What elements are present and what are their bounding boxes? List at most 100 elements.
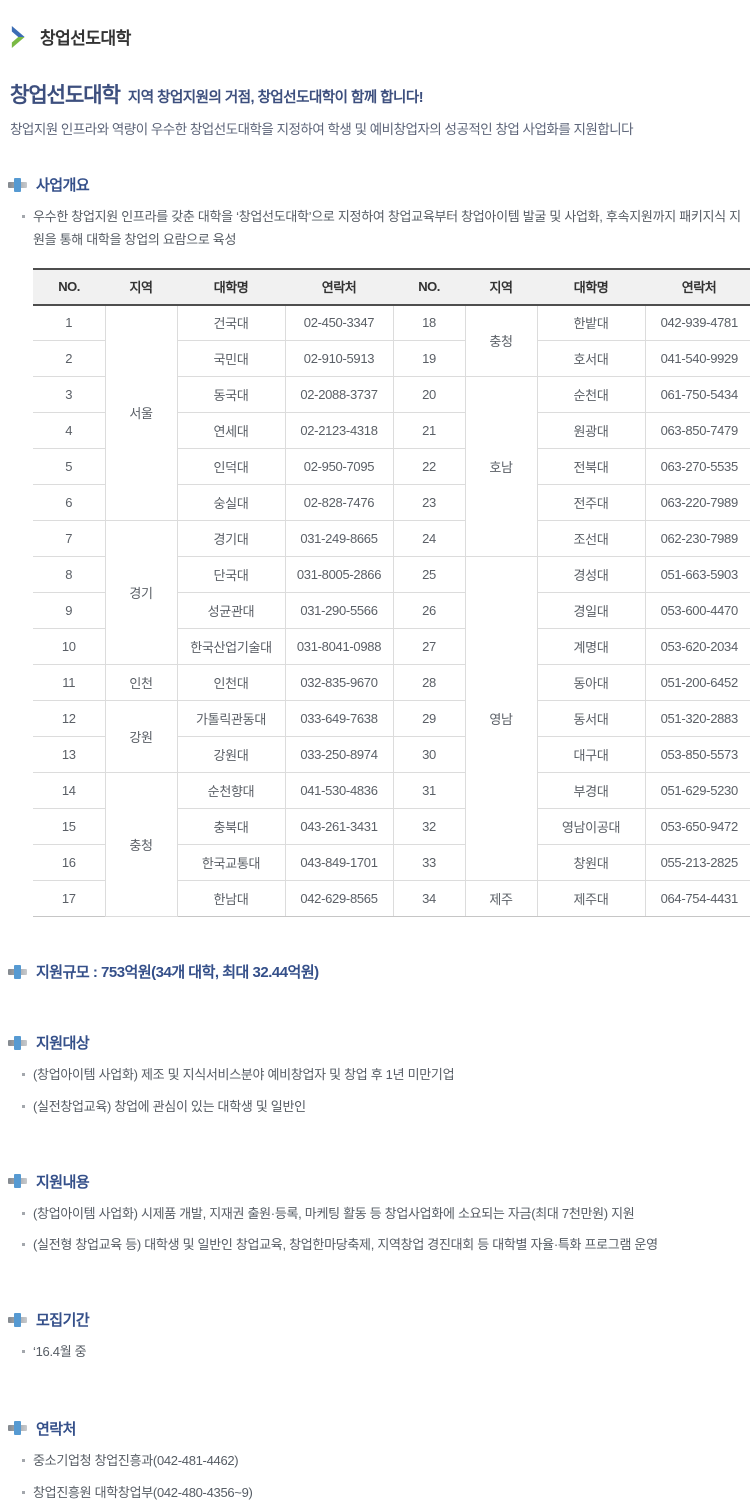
table-cell-region: 경기 [105,521,177,665]
table-header-cell: 지역 [105,269,177,305]
site-logo: 창업선도대학 [10,24,750,49]
content-bullet: (창업아이템 사업화) 시제품 개발, 지재권 출원·등록, 마케팅 활동 등 … [22,1203,742,1226]
table-cell-tel: 051-629-5230 [645,773,750,809]
table-cell-tel: 042-939-4781 [645,305,750,341]
target-bullet: (실전창업교육) 창업에 관심이 있는 대학생 및 일반인 [22,1096,742,1119]
section-title-contact: 연락처 [36,1418,76,1439]
table-cell-no: 5 [33,449,105,485]
table-cell-no: 9 [33,593,105,629]
table-cell-tel: 063-270-5535 [645,449,750,485]
table-cell-univ: 경일대 [537,593,645,629]
table-cell-tel: 051-320-2883 [645,701,750,737]
section-period: 모집기간 ‘16.4월 중 [8,1309,742,1364]
table-cell-tel: 063-220-7989 [645,485,750,521]
table-cell-no: 7 [33,521,105,557]
table-cell-tel: 053-620-2034 [645,629,750,665]
bullet-square-icon [22,1105,25,1108]
table-cell-no: 6 [33,485,105,521]
table-cell-tel: 02-450-3347 [285,305,393,341]
table-cell-no: 18 [393,305,465,341]
bullet-square-icon [22,1073,25,1076]
table-cell-region: 충청 [465,305,537,377]
table-cell-univ: 제주대 [537,881,645,917]
table-cell-univ: 한국교통대 [177,845,285,881]
plus-icon [8,1313,27,1327]
section-title-target: 지원대상 [36,1032,89,1053]
section-target: 지원대상 (창업아이템 사업화) 제조 및 지식서비스분야 예비창업자 및 창업… [8,1032,742,1119]
table-cell-no: 25 [393,557,465,593]
table-cell-no: 4 [33,413,105,449]
table-cell-univ: 국민대 [177,341,285,377]
table-cell-univ: 강원대 [177,737,285,773]
bullet-square-icon [22,215,25,218]
table-cell-tel: 051-200-6452 [645,665,750,701]
page-title: 창업선도대학 [10,79,120,109]
table-cell-tel: 031-290-5566 [285,593,393,629]
section-scale: 지원규모 : 753억원(34개 대학, 최대 32.44억원) [8,961,742,982]
page-tagline: 지역 창업지원의 거점, 창업선도대학이 함께 합니다! [128,86,423,107]
table-cell-univ: 경성대 [537,557,645,593]
contact-bullet-text: 중소기업청 창업진흥과(042-481-4462) [33,1450,238,1473]
table-cell-tel: 031-249-8665 [285,521,393,557]
table-cell-no: 16 [33,845,105,881]
arrow-chevron-logo-icon [10,25,32,49]
table-cell-no: 29 [393,701,465,737]
table-cell-no: 23 [393,485,465,521]
table-cell-tel: 051-663-5903 [645,557,750,593]
table-cell-no: 1 [33,305,105,341]
bullet-square-icon [22,1243,25,1246]
table-cell-no: 14 [33,773,105,809]
table-cell-univ: 계명대 [537,629,645,665]
plus-icon [8,178,27,192]
table-cell-tel: 063-850-7479 [645,413,750,449]
plus-icon [8,1174,27,1188]
contact-bullet: 중소기업청 창업진흥과(042-481-4462) [22,1450,742,1473]
section-title-content: 지원내용 [36,1171,89,1192]
target-bullet-text: (창업아이템 사업화) 제조 및 지식서비스분야 예비창업자 및 창업 후 1년… [33,1064,454,1087]
table-cell-tel: 033-250-8974 [285,737,393,773]
table-cell-univ: 인천대 [177,665,285,701]
table-cell-tel: 053-650-9472 [645,809,750,845]
section-title-overview: 사업개요 [36,174,89,195]
table-cell-no: 32 [393,809,465,845]
table-cell-tel: 031-8041-0988 [285,629,393,665]
plus-icon [8,965,27,979]
table-cell-tel: 033-649-7638 [285,701,393,737]
target-bullet: (창업아이템 사업화) 제조 및 지식서비스분야 예비창업자 및 창업 후 1년… [22,1064,742,1087]
table-cell-univ: 호서대 [537,341,645,377]
table-cell-no: 34 [393,881,465,917]
table-cell-univ: 전북대 [537,449,645,485]
table-cell-univ: 조선대 [537,521,645,557]
table-cell-univ: 한밭대 [537,305,645,341]
table-cell-univ: 경기대 [177,521,285,557]
table-cell-region: 서울 [105,305,177,521]
table-header-cell: 대학명 [177,269,285,305]
section-overview: 사업개요 우수한 창업지원 인프라를 갖춘 대학을 ‘창업선도대학’으로 지정하… [8,174,742,917]
contact-bullet-text: 창업진흥원 대학창업부(042-480-4356~9) [33,1482,253,1504]
table-cell-no: 30 [393,737,465,773]
table-cell-univ: 한남대 [177,881,285,917]
table-cell-tel: 062-230-7989 [645,521,750,557]
table-cell-univ: 단국대 [177,557,285,593]
table-cell-univ: 성균관대 [177,593,285,629]
section-title-scale: 지원규모 : 753억원(34개 대학, 최대 32.44억원) [36,961,319,982]
table-cell-tel: 02-828-7476 [285,485,393,521]
table-cell-no: 11 [33,665,105,701]
table-cell-no: 28 [393,665,465,701]
table-cell-no: 2 [33,341,105,377]
table-cell-tel: 043-849-1701 [285,845,393,881]
table-cell-univ: 한국산업기술대 [177,629,285,665]
table-cell-univ: 원광대 [537,413,645,449]
table-cell-tel: 042-629-8565 [285,881,393,917]
table-cell-tel: 041-540-9929 [645,341,750,377]
table-cell-univ: 숭실대 [177,485,285,521]
table-cell-region: 충청 [105,773,177,917]
intro-block: 창업선도대학 지역 창업지원의 거점, 창업선도대학이 함께 합니다! 창업지원… [10,79,740,138]
table-cell-univ: 부경대 [537,773,645,809]
table-cell-no: 31 [393,773,465,809]
bullet-square-icon [22,1459,25,1462]
